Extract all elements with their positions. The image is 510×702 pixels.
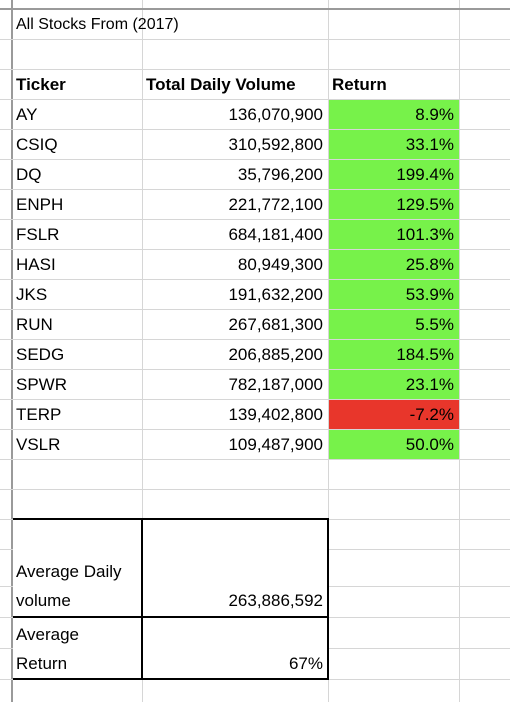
return-cell[interactable]: 101.3% xyxy=(329,220,459,249)
return-cell[interactable]: 25.8% xyxy=(329,250,459,279)
gridline-col xyxy=(459,0,460,702)
volume-cell[interactable]: 136,070,900 xyxy=(228,105,323,124)
gridline-row xyxy=(0,129,510,130)
gridline-col xyxy=(328,0,329,702)
gridline-row xyxy=(0,249,510,250)
summary-border-bottom xyxy=(13,678,329,680)
row-header-edge xyxy=(11,0,13,702)
ticker-cell[interactable]: JKS xyxy=(16,285,48,304)
ticker-cell[interactable]: HASI xyxy=(16,255,56,274)
gridline-row xyxy=(0,489,510,490)
ticker-cell[interactable]: AY xyxy=(16,105,38,124)
summary-border-divider xyxy=(141,518,143,680)
gridline-row xyxy=(0,189,510,190)
avg-volume-label-line1[interactable]: Average Daily xyxy=(16,562,122,581)
gridline-row xyxy=(0,399,510,400)
avg-volume-label-line2: volume xyxy=(16,591,71,610)
summary-volume-bg xyxy=(13,519,328,616)
ticker-cell[interactable]: FSLR xyxy=(16,225,60,244)
gridline-row xyxy=(0,219,510,220)
gridline-row xyxy=(0,99,510,100)
ticker-cell[interactable]: CSIQ xyxy=(16,135,58,154)
gridline-row xyxy=(0,159,510,160)
volume-cell[interactable]: 782,187,000 xyxy=(228,375,323,394)
gridline-row xyxy=(0,339,510,340)
gridline-row xyxy=(0,279,510,280)
volume-cell[interactable]: 684,181,400 xyxy=(228,225,323,244)
volume-cell[interactable]: 35,796,200 xyxy=(237,165,323,184)
header-ticker[interactable]: Ticker xyxy=(16,75,66,94)
avg-return-label-line1[interactable]: Average xyxy=(16,625,80,644)
return-cell[interactable]: 33.1% xyxy=(329,130,459,159)
header-return[interactable]: Return xyxy=(332,75,387,94)
summary-border-right xyxy=(327,518,329,680)
summary-border-top xyxy=(13,518,329,520)
return-cell[interactable]: 50.0% xyxy=(329,430,459,459)
ticker-cell[interactable]: TERP xyxy=(16,405,62,424)
gridline-row xyxy=(0,309,510,310)
gridline-row xyxy=(0,429,510,430)
gridline-row xyxy=(0,69,510,70)
ticker-cell[interactable]: SEDG xyxy=(16,345,65,364)
volume-cell[interactable]: 267,681,300 xyxy=(228,315,323,334)
volume-cell[interactable]: 191,632,200 xyxy=(228,285,323,304)
ticker-cell[interactable]: SPWR xyxy=(16,375,67,394)
avg-volume-value[interactable]: 263,886,592 xyxy=(228,591,323,610)
sheet-title-cell[interactable]: All Stocks From (2017) xyxy=(16,16,179,33)
avg-return-label-line2: Return xyxy=(16,654,68,673)
summary-return-bg xyxy=(13,618,328,678)
return-cell[interactable]: 5.5% xyxy=(329,310,459,339)
summary-border-middle xyxy=(13,616,329,618)
return-cell[interactable]: 199.4% xyxy=(329,160,459,189)
volume-cell[interactable]: 221,772,100 xyxy=(228,195,323,214)
gridline-row xyxy=(0,39,510,40)
return-cell[interactable]: 184.5% xyxy=(329,340,459,369)
return-cell[interactable]: 53.9% xyxy=(329,280,459,309)
volume-cell[interactable]: 139,402,800 xyxy=(228,405,323,424)
volume-cell[interactable]: 310,592,800 xyxy=(228,135,323,154)
gridline-row xyxy=(0,459,510,460)
avg-return-value[interactable]: 67% xyxy=(288,654,323,673)
ticker-cell[interactable]: DQ xyxy=(16,165,42,184)
header-total-daily-volume[interactable]: Total Daily Volume xyxy=(146,75,296,94)
volume-cell[interactable]: 206,885,200 xyxy=(228,345,323,364)
ticker-cell[interactable]: RUN xyxy=(16,315,53,334)
ticker-cell[interactable]: ENPH xyxy=(16,195,64,214)
return-cell[interactable]: 129.5% xyxy=(329,190,459,219)
gridline-col xyxy=(142,0,143,702)
volume-cell[interactable]: 109,487,900 xyxy=(228,435,323,454)
volume-cell[interactable]: 80,949,300 xyxy=(237,255,323,274)
gridline-row xyxy=(0,369,510,370)
return-cell[interactable]: 8.9% xyxy=(329,100,459,129)
ticker-cell[interactable]: VSLR xyxy=(16,435,61,454)
return-cell[interactable]: 23.1% xyxy=(329,370,459,399)
return-cell-negative[interactable]: -7.2% xyxy=(329,400,459,429)
column-header-edge xyxy=(0,8,510,10)
